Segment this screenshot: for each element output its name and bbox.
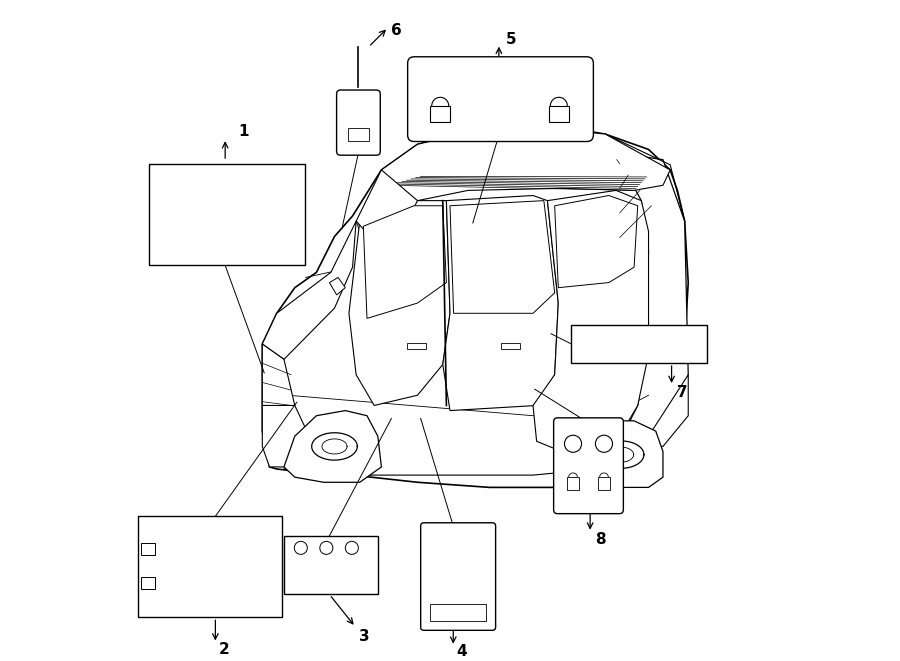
Text: 7: 7 bbox=[677, 385, 688, 400]
Bar bbox=[284, 536, 378, 594]
Polygon shape bbox=[262, 405, 310, 467]
Bar bbox=[141, 543, 156, 555]
FancyBboxPatch shape bbox=[408, 57, 593, 141]
Polygon shape bbox=[329, 278, 346, 295]
Polygon shape bbox=[554, 196, 638, 288]
Polygon shape bbox=[262, 124, 688, 487]
Polygon shape bbox=[382, 124, 670, 216]
Polygon shape bbox=[642, 375, 688, 446]
Text: 5: 5 bbox=[506, 32, 516, 47]
Polygon shape bbox=[262, 221, 356, 360]
Text: 1: 1 bbox=[238, 124, 248, 139]
Polygon shape bbox=[533, 190, 649, 451]
Bar bbox=[500, 342, 520, 349]
Bar bbox=[571, 325, 707, 363]
Text: 2: 2 bbox=[219, 642, 230, 658]
FancyBboxPatch shape bbox=[420, 523, 496, 631]
Polygon shape bbox=[284, 410, 382, 483]
Polygon shape bbox=[364, 206, 446, 319]
Text: 8: 8 bbox=[595, 531, 606, 547]
Bar bbox=[347, 128, 369, 141]
FancyBboxPatch shape bbox=[554, 418, 624, 514]
Polygon shape bbox=[450, 201, 554, 313]
FancyBboxPatch shape bbox=[337, 90, 381, 155]
Text: 4: 4 bbox=[456, 644, 467, 659]
Bar bbox=[430, 106, 450, 122]
Polygon shape bbox=[356, 170, 418, 257]
Bar bbox=[148, 165, 305, 265]
Text: 3: 3 bbox=[359, 629, 369, 644]
Bar bbox=[407, 342, 427, 349]
Bar bbox=[567, 477, 579, 490]
Polygon shape bbox=[443, 196, 558, 410]
Polygon shape bbox=[576, 421, 663, 487]
Bar bbox=[430, 604, 486, 621]
Bar bbox=[598, 477, 610, 490]
Polygon shape bbox=[349, 201, 450, 405]
Bar bbox=[139, 516, 282, 617]
Polygon shape bbox=[562, 134, 688, 442]
Bar bbox=[549, 106, 569, 122]
Text: 6: 6 bbox=[392, 23, 402, 38]
Polygon shape bbox=[262, 344, 295, 421]
Bar bbox=[141, 577, 156, 589]
